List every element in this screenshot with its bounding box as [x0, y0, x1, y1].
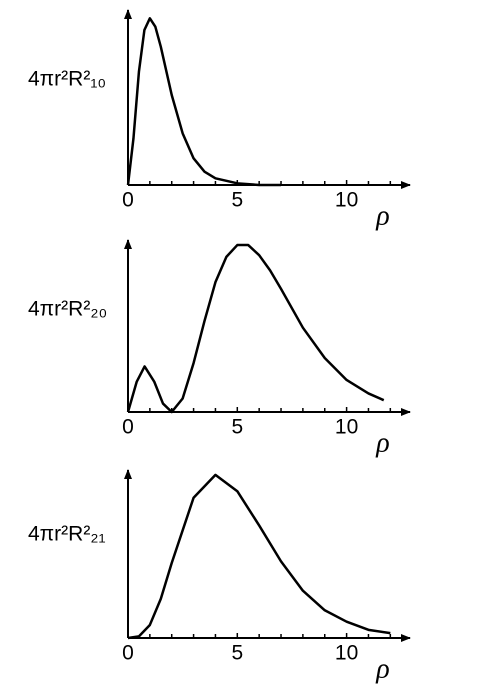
x-tick-label: 0	[122, 416, 134, 439]
curve	[126, 243, 385, 414]
y-axis-label: 4πr²R²₂₁	[28, 523, 106, 546]
x-tick-label: 10	[335, 642, 358, 665]
x-tick-label: 0	[122, 189, 134, 212]
x-axis-label: ρ	[375, 653, 389, 684]
y-axis-label: 4πr²R²₁₀	[28, 68, 106, 91]
x-tick-label: 5	[231, 189, 243, 212]
y-axis-label: 4πr²R²₂₀	[28, 298, 107, 321]
x-tick-label: 5	[231, 642, 243, 665]
x-tick-label: 10	[335, 416, 358, 439]
x-axis-label: ρ	[375, 200, 389, 231]
x-axis-label: ρ	[375, 427, 389, 458]
x-tick-label: 0	[122, 642, 134, 665]
curve	[126, 17, 282, 187]
x-tick-label: 10	[335, 189, 358, 212]
curve	[127, 473, 391, 640]
x-tick-label: 5	[231, 416, 243, 439]
